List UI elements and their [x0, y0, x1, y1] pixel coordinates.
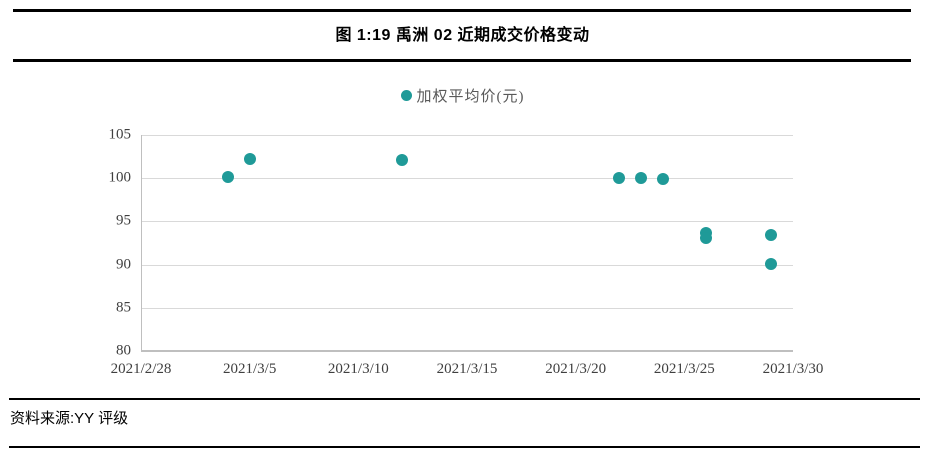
data-point — [634, 172, 647, 185]
legend-marker-icon — [400, 89, 412, 101]
data-point — [221, 171, 234, 184]
y-tick-label: 85 — [116, 299, 131, 316]
divider-footer-top — [9, 398, 920, 400]
x-tick-label: 2021/3/15 — [436, 361, 498, 377]
x-tick-label: 2021/2/28 — [110, 361, 172, 377]
data-point — [656, 173, 669, 186]
gridline — [141, 178, 793, 180]
y-axis-line — [141, 135, 142, 351]
y-tick-label: 80 — [116, 342, 131, 359]
gridline — [141, 221, 793, 223]
gridline — [141, 307, 793, 309]
x-tick-label: 2021/3/30 — [762, 361, 824, 377]
divider-top — [13, 9, 911, 12]
x-tick-label: 2021/3/20 — [545, 361, 607, 377]
divider-bottom — [9, 446, 920, 448]
legend-label: 加权平均价(元) — [416, 88, 525, 105]
y-tick-label: 100 — [108, 169, 132, 186]
y-tick-label: 95 — [116, 212, 131, 229]
x-tick-label: 2021/3/5 — [222, 361, 277, 377]
data-point — [613, 172, 626, 185]
data-point — [700, 231, 713, 244]
x-axis-line — [141, 350, 793, 352]
y-tick-label: 90 — [116, 256, 131, 273]
gridline — [141, 135, 793, 136]
source-note: 资料来源:YY 评级 — [10, 410, 129, 427]
chart-legend: 加权平均价(元) — [0, 86, 925, 105]
data-point — [395, 154, 408, 167]
x-tick-label: 2021/3/25 — [653, 361, 715, 377]
x-tick-label: 2021/3/10 — [327, 361, 389, 377]
gridline — [141, 264, 793, 266]
data-point — [765, 229, 778, 242]
divider-title-bottom — [13, 59, 911, 62]
data-point — [765, 257, 778, 270]
data-point — [243, 153, 256, 166]
figure-title: 图 1:19 禹洲 02 近期成交价格变动 — [335, 27, 590, 44]
y-tick-label: 105 — [108, 126, 132, 143]
